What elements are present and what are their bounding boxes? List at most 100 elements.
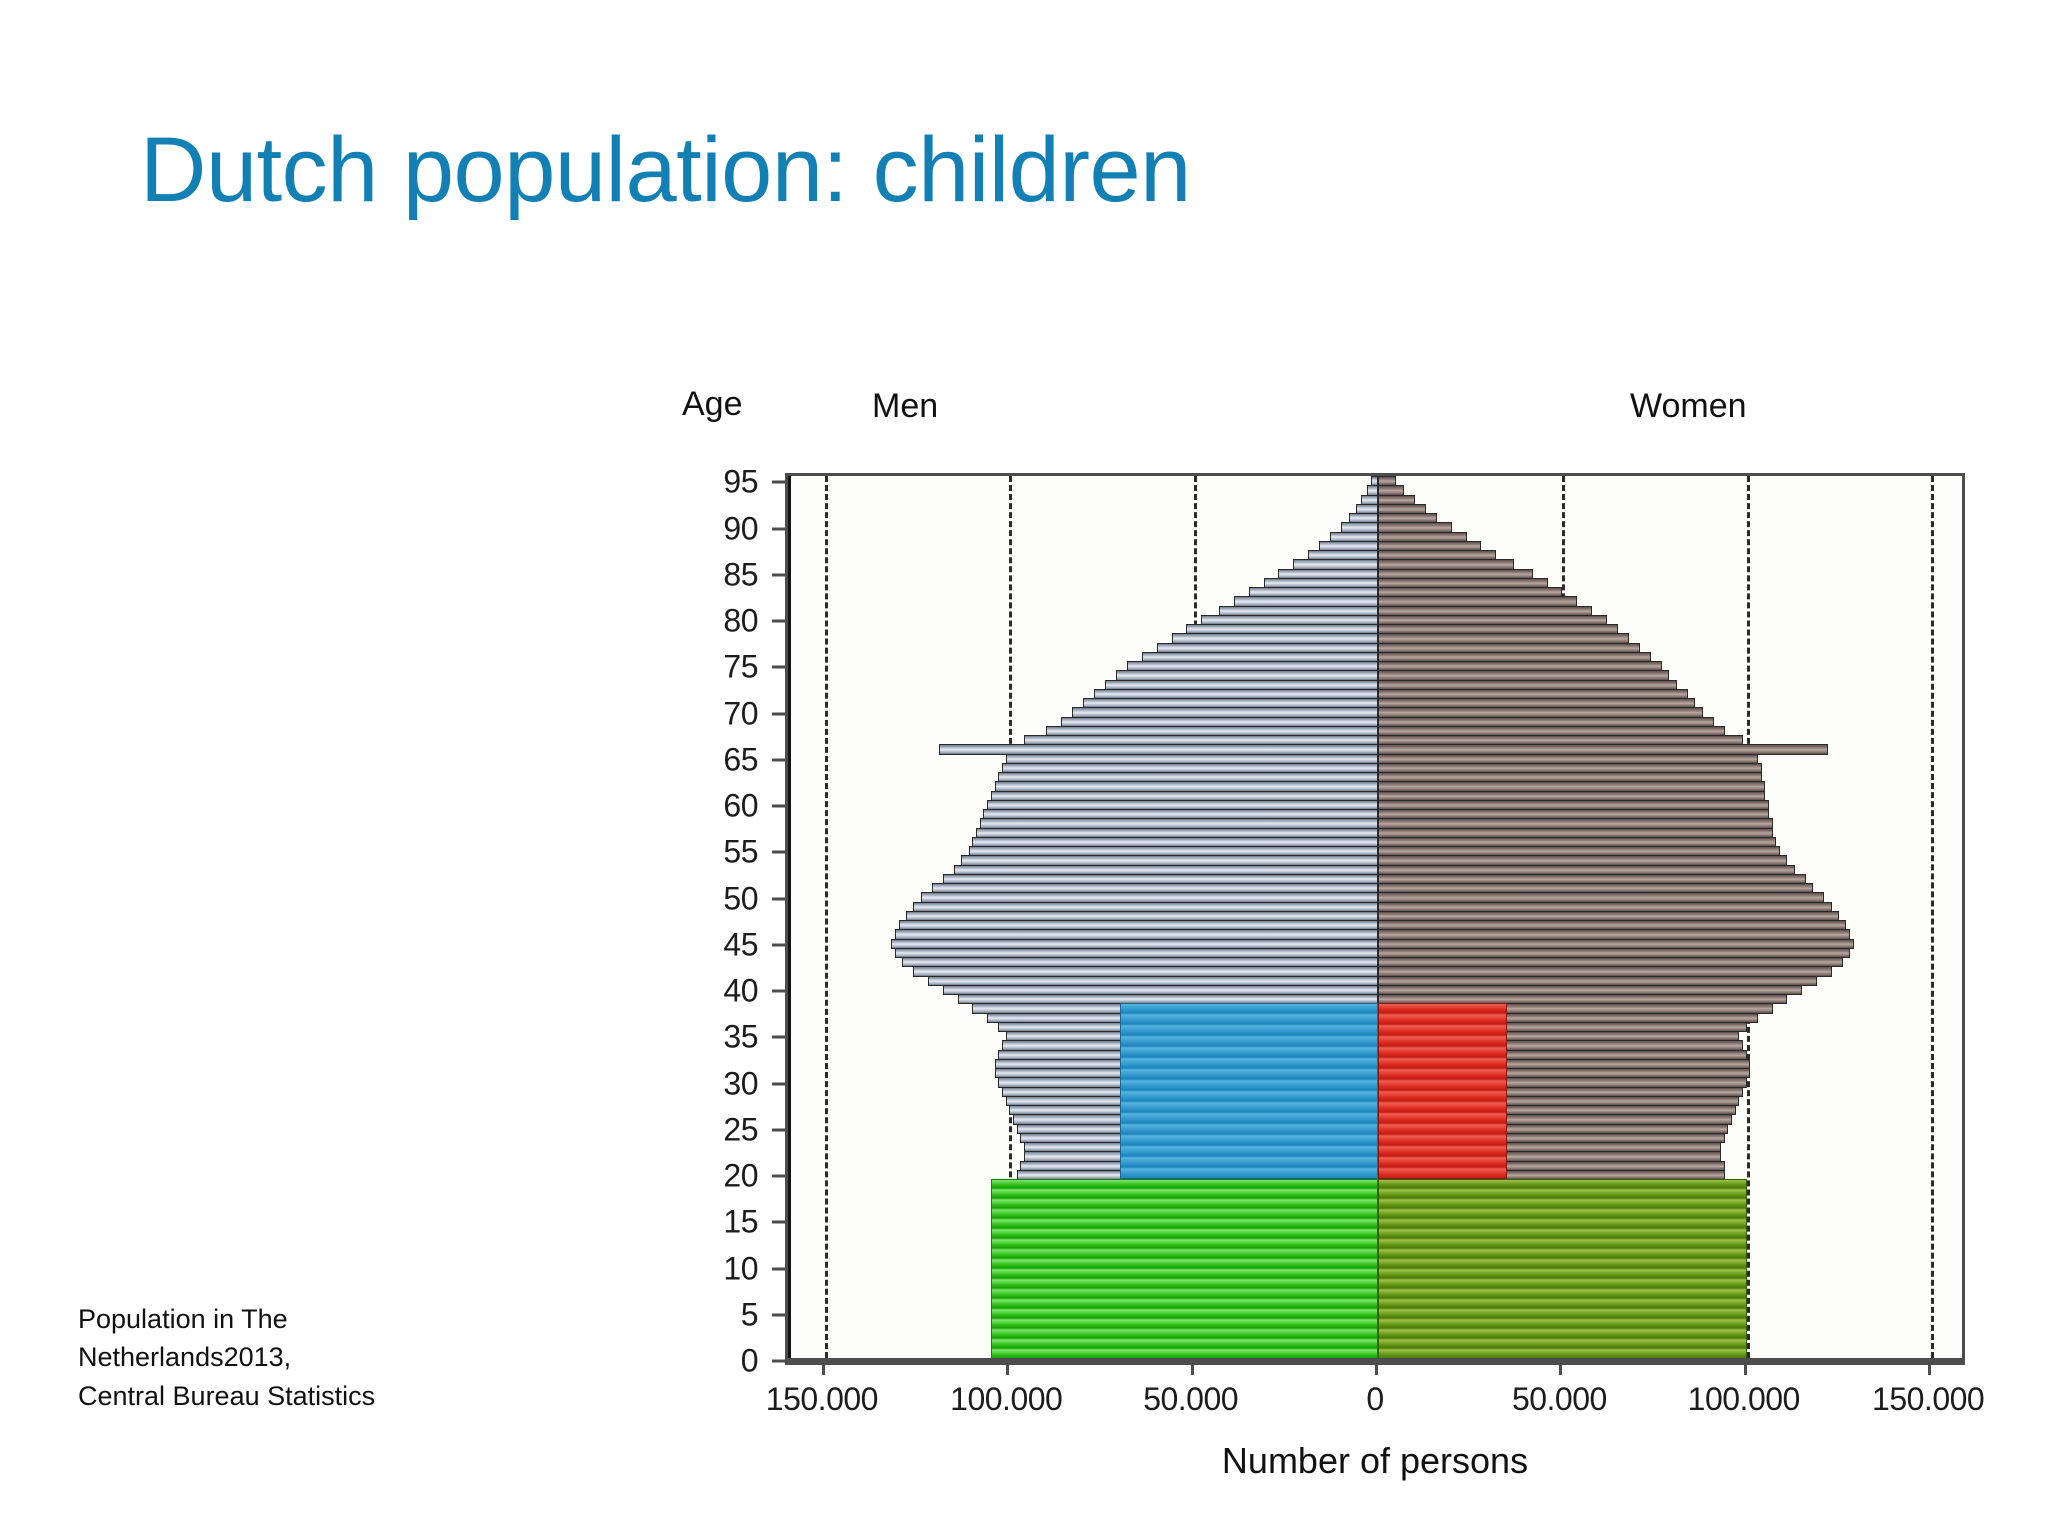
bar-men-age-85 xyxy=(1278,568,1378,579)
y-tick-mark-40 xyxy=(772,989,785,993)
bar-women-age-83 xyxy=(1378,587,1563,598)
bar-women-age-73 xyxy=(1378,679,1677,690)
y-tick-label-5: 5 xyxy=(740,1296,759,1333)
bar-women-age-68 xyxy=(1378,725,1725,737)
bar-men-age-87 xyxy=(1307,550,1378,561)
y-tick-mark-55 xyxy=(772,850,785,854)
bar-women-age-77 xyxy=(1378,642,1640,653)
bar-men-age-73 xyxy=(1105,679,1378,690)
y-tick-label-70: 70 xyxy=(723,695,758,731)
bar-women-age-61 xyxy=(1378,790,1766,801)
y-tick-mark-90 xyxy=(772,527,785,530)
x-tick-label-2: 50.000 xyxy=(1143,1381,1239,1417)
bar-men-age-52 xyxy=(942,873,1378,885)
bar-women-age-57 xyxy=(1378,827,1773,838)
bar-women-age-50 xyxy=(1378,892,1825,903)
bar-men-age-94 xyxy=(1366,485,1378,496)
bar-women-age-89 xyxy=(1378,531,1467,542)
x-tick-label-0: 150.000 xyxy=(765,1381,879,1417)
bar-women-age-91 xyxy=(1378,513,1437,524)
y-tick-mark-75 xyxy=(772,665,785,669)
bar-women-age-92 xyxy=(1378,503,1426,515)
y-tick-mark-20 xyxy=(772,1174,785,1178)
bar-women-age-90 xyxy=(1378,522,1452,533)
bar-men-age-63 xyxy=(998,772,1378,783)
bar-women-age-63 xyxy=(1378,772,1762,783)
bar-women-age-76 xyxy=(1378,651,1651,663)
bar-women-age-56 xyxy=(1378,836,1777,848)
y-tick-label-25: 25 xyxy=(723,1111,758,1148)
bar-men-age-48 xyxy=(906,910,1378,922)
bar-men-age-70 xyxy=(1071,707,1378,718)
highlight-women-children xyxy=(1378,1179,1747,1358)
y-tick-mark-45 xyxy=(772,943,785,947)
bar-men-age-43 xyxy=(902,957,1378,968)
bar-men-age-71 xyxy=(1083,698,1378,709)
bar-women-age-93 xyxy=(1378,494,1415,505)
bar-women-age-81 xyxy=(1378,605,1592,616)
bar-women-age-80 xyxy=(1378,614,1607,626)
y-tick-mark-0 xyxy=(772,1359,785,1363)
x-tick-label-3: 0 xyxy=(1366,1381,1384,1417)
bar-women-age-94 xyxy=(1378,485,1404,496)
bar-women-age-88 xyxy=(1378,540,1482,552)
x-tick-mark-6 xyxy=(1928,1361,1932,1375)
bar-men-age-91 xyxy=(1348,513,1378,524)
bar-women-age-84 xyxy=(1378,577,1548,589)
bar-women-age-45 xyxy=(1378,938,1854,949)
x-tick-label-4: 50.000 xyxy=(1511,1381,1607,1417)
bar-women-age-48 xyxy=(1378,910,1839,922)
source-caption: Population in The Netherlands2013, Centr… xyxy=(78,1300,375,1415)
bar-men-age-66 xyxy=(939,744,1378,755)
gridline-women-150000 xyxy=(1931,476,1935,1358)
bar-men-age-47 xyxy=(898,920,1378,931)
bar-women-age-78 xyxy=(1378,633,1629,644)
y-tick-label-20: 20 xyxy=(723,1157,758,1194)
bar-men-age-69 xyxy=(1060,716,1378,727)
highlight-men-young-adults xyxy=(1119,1003,1378,1179)
bar-women-age-65 xyxy=(1378,753,1758,764)
bar-women-age-79 xyxy=(1378,624,1618,635)
plot-area xyxy=(785,473,1965,1361)
x-tick-label-6: 150.000 xyxy=(1872,1381,1985,1417)
bar-women-age-86 xyxy=(1378,559,1515,570)
y-tick-label-60: 60 xyxy=(723,787,758,824)
bar-men-age-90 xyxy=(1341,522,1378,533)
y-tick-mark-35 xyxy=(772,1035,785,1039)
y-tick-mark-30 xyxy=(772,1082,785,1085)
bar-women-age-41 xyxy=(1378,975,1817,986)
x-tick-mark-2 xyxy=(1190,1361,1194,1375)
y-tick-label-10: 10 xyxy=(723,1250,758,1286)
y-tick-mark-50 xyxy=(772,897,785,900)
bar-men-age-57 xyxy=(976,827,1378,838)
y-tick-mark-85 xyxy=(772,573,785,577)
bar-women-age-62 xyxy=(1378,781,1766,792)
population-pyramid-chart: Age Men Women 0 5 10 15 20 25 30 35 40 45 50 55 60 65… xyxy=(660,385,1990,1525)
y-tick-label-90: 90 xyxy=(723,510,758,546)
y-tick-label-65: 65 xyxy=(723,741,758,778)
y-tick-mark-5 xyxy=(772,1313,785,1317)
y-tick-label-95: 95 xyxy=(723,463,758,500)
page-title: Dutch population: children xyxy=(140,119,1191,221)
bar-men-age-61 xyxy=(990,790,1378,801)
bar-men-age-82 xyxy=(1234,596,1378,607)
bar-men-age-79 xyxy=(1186,624,1378,635)
y-tick-label-0: 0 xyxy=(740,1342,759,1379)
bar-women-age-75 xyxy=(1378,661,1662,672)
y-tick-mark-10 xyxy=(772,1267,785,1270)
source-caption-line-1: Population in The xyxy=(78,1304,288,1334)
bar-men-age-56 xyxy=(972,836,1378,848)
y-tick-label-15: 15 xyxy=(723,1203,758,1240)
x-tick-mark-4 xyxy=(1559,1361,1563,1375)
x-tick-mark-3 xyxy=(1375,1361,1378,1375)
bar-men-age-81 xyxy=(1219,605,1378,616)
bar-women-age-43 xyxy=(1378,957,1843,968)
bar-men-age-53 xyxy=(953,864,1378,875)
bar-men-age-50 xyxy=(920,892,1378,903)
bar-women-age-74 xyxy=(1378,670,1670,681)
bar-men-age-62 xyxy=(994,781,1378,792)
bar-women-age-46 xyxy=(1378,929,1850,940)
bar-men-age-59 xyxy=(983,809,1378,820)
y-tick-mark-95 xyxy=(772,480,785,484)
bar-women-age-51 xyxy=(1378,883,1814,894)
